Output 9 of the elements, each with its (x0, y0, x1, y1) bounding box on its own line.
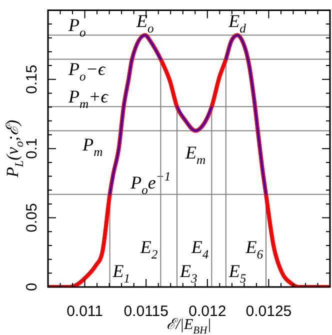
y-tick-label: 0.05 (24, 203, 41, 232)
x-tick-label: 0.0115 (124, 303, 168, 320)
y-axis-title: PL(vo;ℰ) (3, 120, 26, 178)
x-tick-label: 0.011 (66, 303, 103, 320)
y-tick-label: 0.1 (24, 138, 41, 160)
y-tick-label: 0.15 (24, 64, 41, 94)
x-tick-label: 0.012 (188, 303, 226, 320)
y-tick-label: 0 (24, 282, 41, 292)
x-tick-label: 0.0125 (246, 303, 292, 320)
